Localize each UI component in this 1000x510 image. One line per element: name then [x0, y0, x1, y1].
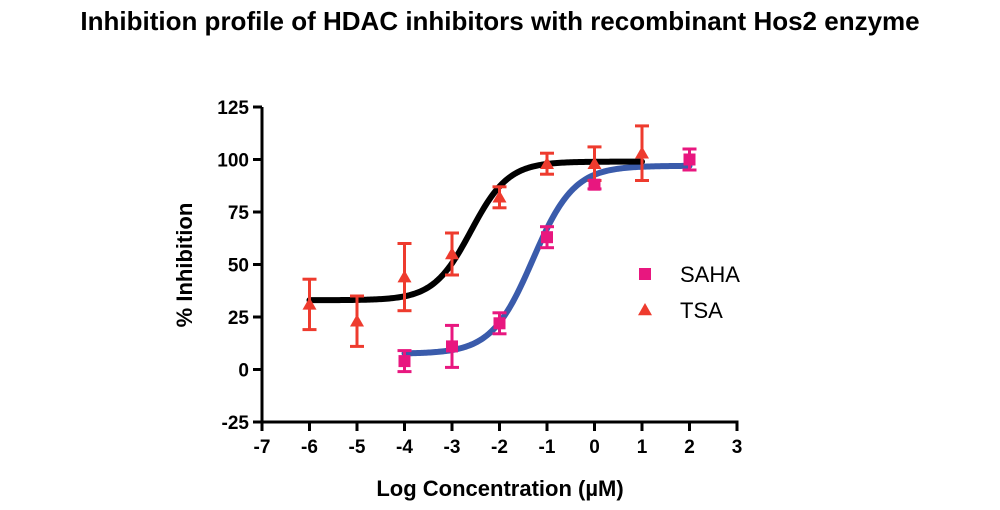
x-tick-label: -5	[349, 437, 366, 458]
x-tick-label: 2	[684, 437, 695, 458]
data-point-tsa	[540, 156, 554, 169]
legend-label-tsa: TSA	[680, 298, 723, 323]
x-tick-label: -7	[254, 437, 271, 458]
x-tick-label: 0	[589, 437, 600, 458]
data-point-tsa	[492, 190, 507, 203]
y-tick-label: 100	[217, 151, 249, 172]
x-tick-label: -1	[539, 437, 556, 458]
x-axis-label: Log Concentration (µM)	[376, 476, 623, 501]
data-point-tsa	[350, 314, 364, 327]
data-point-saha	[588, 178, 601, 191]
y-tick-label: 50	[228, 256, 249, 277]
y-tick-label: 0	[238, 361, 249, 382]
data-point-saha	[683, 153, 696, 166]
data-point-tsa	[635, 146, 649, 159]
data-point-saha	[541, 231, 553, 244]
data-point-tsa	[397, 270, 412, 283]
y-tick-label: 75	[228, 203, 250, 224]
x-tick-label: -6	[301, 437, 318, 458]
legend-marker-saha	[639, 268, 651, 280]
y-axis-label: % Inhibition	[172, 203, 197, 328]
x-tick-label: -4	[396, 437, 413, 458]
x-tick-label: 1	[637, 437, 648, 458]
data-point-saha	[493, 317, 506, 330]
axes: -25 0 25 50 75 100 125 -7 -6 -5 -4 -3 -2 -1 0 1 2 3	[217, 98, 742, 458]
x-tick-label: 3	[732, 437, 743, 458]
data-point-tsa	[445, 247, 459, 260]
data-point-tsa	[587, 156, 602, 169]
legend: SAHA TSA	[638, 262, 740, 323]
legend-marker-tsa	[638, 303, 652, 316]
y-tick-label: 125	[217, 98, 249, 119]
data-markers	[302, 146, 696, 368]
x-tick-label: -2	[491, 437, 508, 458]
data-point-saha	[398, 355, 411, 368]
y-tick-label: 25	[228, 308, 250, 329]
x-tick-label: -3	[444, 437, 461, 458]
data-point-saha	[446, 340, 458, 353]
y-tick-label: -25	[222, 413, 250, 434]
fit-curve-tsa	[306, 158, 645, 304]
chart-title: Inhibition profile of HDAC inhibitors wi…	[80, 6, 920, 36]
legend-label-saha: SAHA	[680, 262, 740, 287]
data-point-tsa	[302, 297, 317, 310]
